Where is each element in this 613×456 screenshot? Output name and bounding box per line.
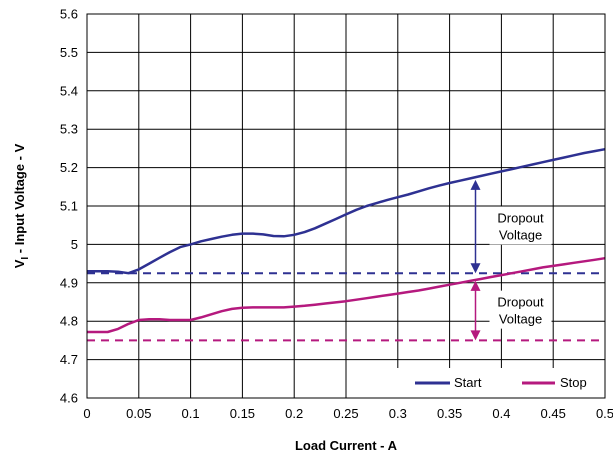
annotation-background — [489, 206, 552, 245]
legend-label-start: Start — [454, 375, 482, 390]
x-tick-label: 0.3 — [389, 406, 407, 421]
dropout-arrowhead-down — [470, 330, 481, 341]
y-tick-labels: 4.6 4.7 4.8 4.9 5 5.1 5.2 5.3 5.4 5.5 5.6 — [60, 7, 78, 406]
y-tick-label: 5.6 — [60, 7, 78, 22]
annotation-label: Voltage — [499, 228, 542, 243]
y-axis-title: VI - Input Voltage - V — [12, 143, 31, 268]
annotation-label: Dropout — [497, 295, 544, 310]
annotations-group: Dropout Voltage Dropout Voltage — [470, 179, 552, 341]
legend-label-stop: Stop — [560, 375, 587, 390]
x-tick-label: 0.1 — [182, 406, 200, 421]
y-axis-title-rest: - Input Voltage - V — [12, 143, 27, 256]
y-tick-label: 5.3 — [60, 122, 78, 137]
x-tick-label: 0.45 — [541, 406, 566, 421]
x-axis-title: Load Current - A — [295, 438, 398, 453]
y-tick-label: 4.7 — [60, 352, 78, 367]
y-tick-label: 4.6 — [60, 391, 78, 406]
y-tick-label: 4.9 — [60, 275, 78, 290]
x-tick-label: 0.05 — [126, 406, 151, 421]
series-line-stop — [87, 256, 606, 334]
x-tick-labels: 0 0.05 0.1 0.15 0.2 0.25 0.3 0.35 0.4 0.45 0.5 — [83, 406, 613, 421]
x-tick-label: 0 — [83, 406, 90, 421]
y-tick-label: 5.1 — [60, 199, 78, 214]
plot-frame — [86, 13, 606, 399]
annotation-label: Voltage — [499, 312, 542, 327]
y-tick-label: 4.8 — [60, 314, 78, 329]
y-tick-label: 5.5 — [60, 45, 78, 60]
x-tick-label: 0.4 — [492, 406, 510, 421]
y-axis-title-main: V — [12, 259, 27, 268]
y-tick-label: 5 — [71, 237, 78, 252]
dropout-arrowhead-up — [470, 179, 481, 190]
series-line-start — [87, 147, 606, 275]
dropout-arrowhead-up — [470, 280, 481, 291]
reference-lines — [87, 272, 605, 342]
x-tick-label: 0.25 — [333, 406, 358, 421]
dropout-arrowhead-down — [470, 263, 481, 274]
y-tick-label: 5.2 — [60, 160, 78, 175]
x-tick-label: 0.15 — [230, 406, 255, 421]
x-tick-label: 0.5 — [596, 406, 613, 421]
x-tick-label: 0.2 — [285, 406, 303, 421]
y-axis-title-subscript: I — [20, 257, 31, 260]
y-tick-label: 5.4 — [60, 83, 78, 98]
annotation-background — [489, 290, 552, 329]
series-group — [87, 147, 606, 334]
x-tick-label: 0.35 — [437, 406, 462, 421]
annotation-label: Dropout — [497, 211, 544, 226]
legend: Start Stop — [396, 368, 606, 398]
